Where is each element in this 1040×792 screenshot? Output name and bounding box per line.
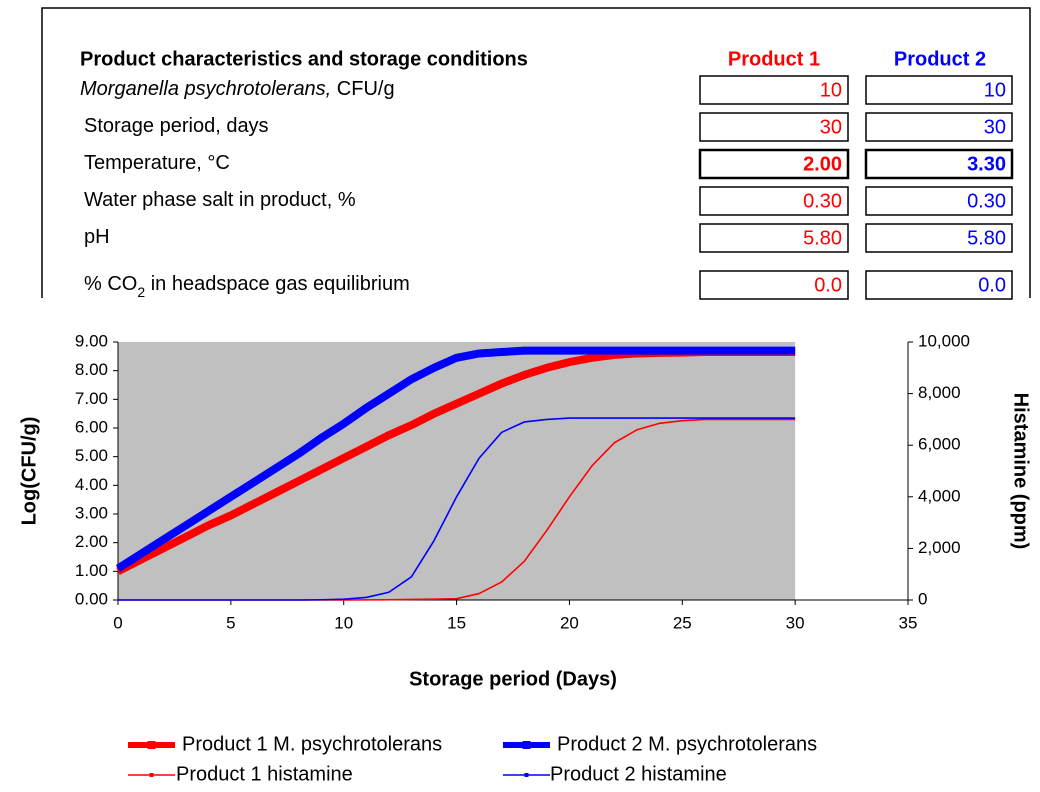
input-value: 10 bbox=[984, 79, 1006, 101]
y-tick-label: 6.00 bbox=[75, 417, 108, 436]
y2-tick-label: 8,000 bbox=[918, 383, 961, 402]
y-tick-label: 5.00 bbox=[75, 446, 108, 465]
y-tick-label: 7.00 bbox=[75, 389, 108, 408]
legend-label: Product 2 histamine bbox=[550, 763, 727, 785]
label-part: Water phase salt in product, % bbox=[84, 189, 356, 211]
y-axis-label: Log(CFU/g) bbox=[18, 417, 40, 526]
legend-label: Product 1 histamine bbox=[176, 763, 353, 785]
x-tick-label: 5 bbox=[226, 613, 235, 632]
y2-tick-label: 2,000 bbox=[918, 538, 961, 557]
row-label: Storage period, days bbox=[84, 115, 269, 137]
y2-tick-label: 0 bbox=[918, 589, 927, 608]
input-box bbox=[865, 186, 1013, 216]
x-tick-label: 30 bbox=[786, 613, 805, 632]
x-tick-label: 10 bbox=[334, 613, 353, 632]
y-tick-label: 8.00 bbox=[75, 360, 108, 379]
legend-marker bbox=[149, 773, 154, 777]
y2-tick-label: 10,000 bbox=[918, 331, 970, 350]
x-tick-label: 20 bbox=[560, 613, 579, 632]
legend-marker bbox=[147, 741, 156, 749]
input-value: 5.80 bbox=[967, 227, 1006, 249]
row-label: Water phase salt in product, % bbox=[84, 189, 356, 211]
input-box bbox=[865, 75, 1013, 105]
label-part: pH bbox=[84, 226, 110, 248]
input-box bbox=[864, 148, 1014, 180]
input-box bbox=[699, 112, 849, 142]
input-box bbox=[698, 148, 850, 180]
table-frame bbox=[41, 7, 1031, 298]
column-header: Product 2 bbox=[894, 48, 986, 70]
input-value: 30 bbox=[820, 116, 842, 138]
y2-tick-label: 4,000 bbox=[918, 486, 961, 505]
input-box bbox=[699, 186, 849, 216]
x-tick-label: 15 bbox=[447, 613, 466, 632]
input-value: 2.00 bbox=[803, 153, 842, 175]
x-tick-label: 0 bbox=[113, 613, 122, 632]
plot-area bbox=[118, 342, 796, 600]
input-value: 5.80 bbox=[803, 227, 842, 249]
series-line bbox=[115, 346, 796, 572]
label-part: CFU/g bbox=[331, 78, 394, 100]
x-tick-label: 35 bbox=[899, 613, 918, 632]
input-value: 0.0 bbox=[814, 274, 842, 296]
y2-tick-label: 6,000 bbox=[918, 435, 961, 454]
y-tick-label: 4.00 bbox=[75, 475, 108, 494]
label-part: Morganella psychrotolerans, bbox=[80, 78, 331, 100]
input-box bbox=[865, 270, 1013, 300]
x-tick-label: 25 bbox=[673, 613, 692, 632]
input-box bbox=[865, 112, 1013, 142]
series-line bbox=[118, 417, 796, 601]
input-box bbox=[699, 223, 849, 253]
row-label: % CO2 in headspace gas equilibrium bbox=[84, 273, 410, 299]
y-tick-label: 0.00 bbox=[75, 589, 108, 608]
input-value: 0.30 bbox=[967, 190, 1006, 212]
label-part: 2 bbox=[137, 284, 145, 300]
row-label: pH bbox=[84, 226, 110, 248]
input-box bbox=[699, 75, 849, 105]
label-part: Temperature, °C bbox=[84, 152, 230, 174]
input-value: 0.0 bbox=[978, 274, 1006, 296]
label-part: Storage period, days bbox=[84, 115, 269, 137]
y-tick-label: 9.00 bbox=[75, 331, 108, 350]
input-box bbox=[865, 223, 1013, 253]
label-part: in headspace gas equilibrium bbox=[145, 273, 410, 295]
legend-marker bbox=[524, 773, 529, 777]
y-tick-label: 1.00 bbox=[75, 561, 108, 580]
y2-axis-label: Histamine (ppm) bbox=[1010, 393, 1032, 550]
legend-label: Product 2 M. psychrotolerans bbox=[557, 733, 817, 755]
row-label: Temperature, °C bbox=[84, 152, 230, 174]
input-value: 0.30 bbox=[803, 190, 842, 212]
input-box bbox=[699, 270, 849, 300]
input-value: 10 bbox=[820, 79, 842, 101]
column-header: Product 1 bbox=[728, 48, 820, 70]
x-axis-label: Storage period (Days) bbox=[409, 668, 617, 690]
label-part: % CO bbox=[84, 273, 137, 295]
y-tick-label: 2.00 bbox=[75, 532, 108, 551]
input-value: 3.30 bbox=[967, 153, 1006, 175]
legend-label: Product 1 M. psychrotolerans bbox=[182, 733, 442, 755]
legend-marker bbox=[522, 741, 531, 749]
y-tick-label: 3.00 bbox=[75, 503, 108, 522]
input-value: 30 bbox=[984, 116, 1006, 138]
table-title: Product characteristics and storage cond… bbox=[80, 48, 528, 70]
row-label: Morganella psychrotolerans, CFU/g bbox=[80, 78, 395, 100]
